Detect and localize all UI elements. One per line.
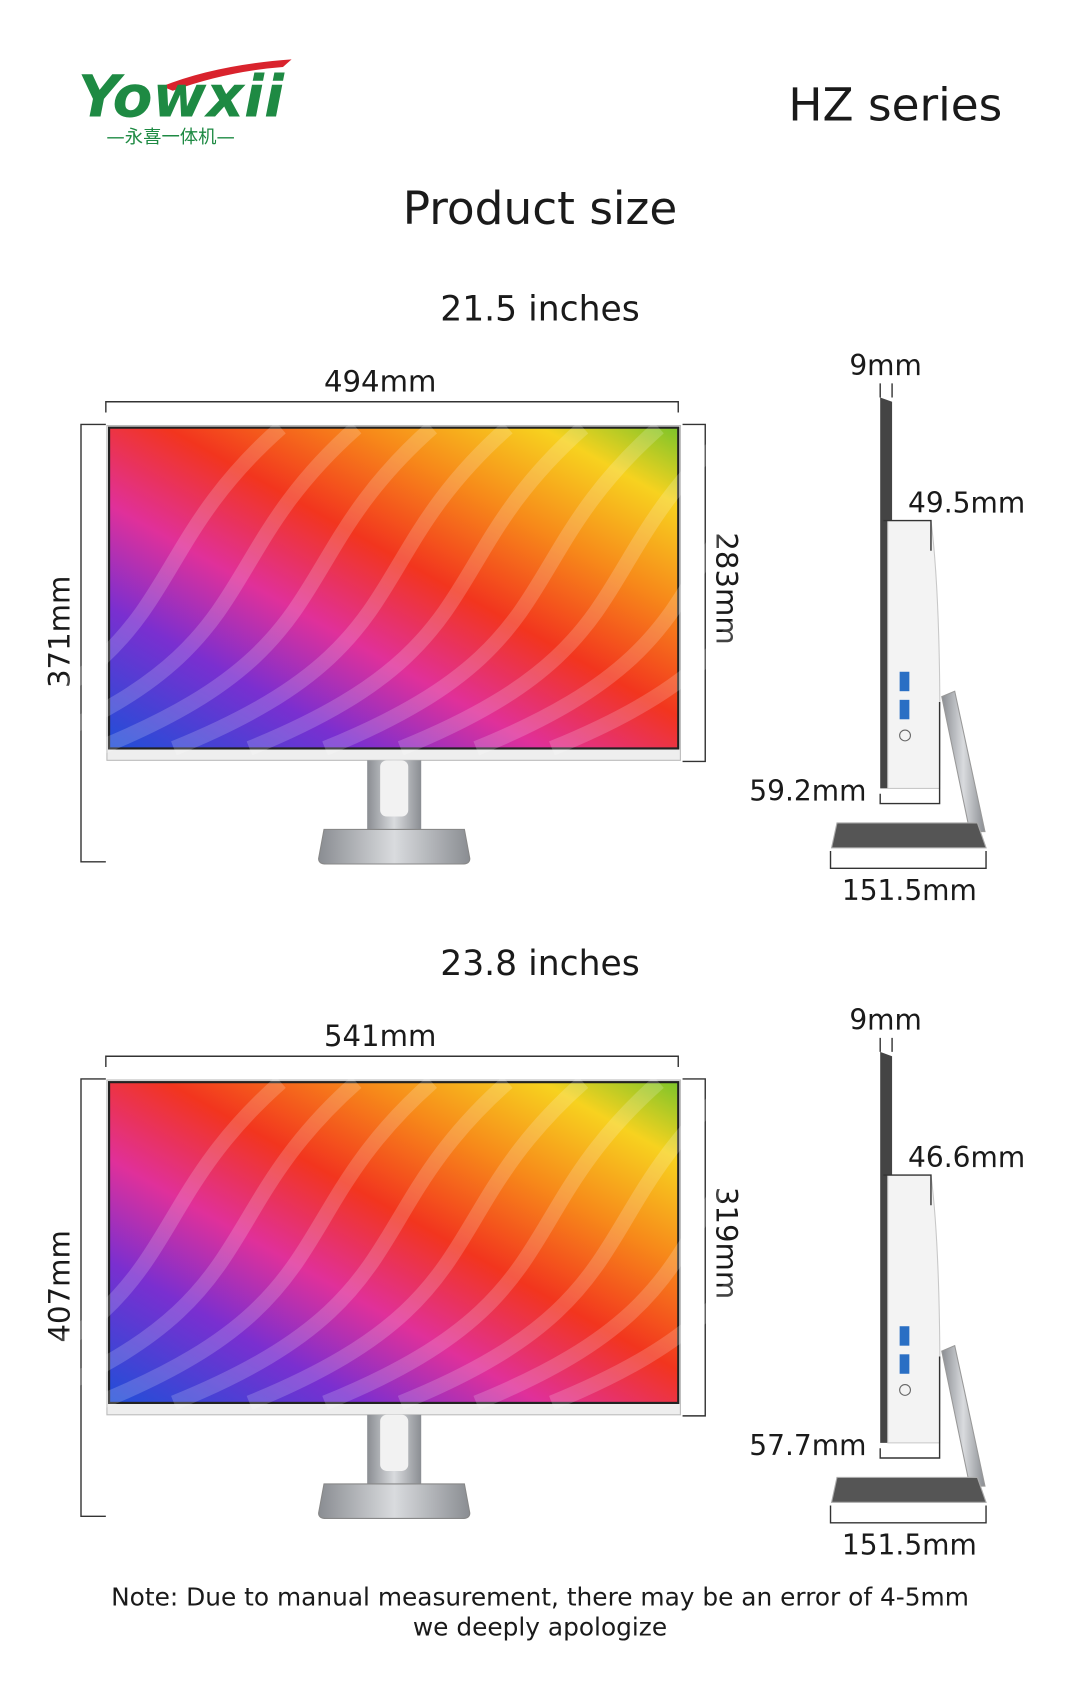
dimension-line — [105, 1055, 679, 1068]
side-housing — [887, 1174, 941, 1444]
thickness-label: 9mm — [849, 349, 922, 382]
monitor-screen — [108, 1081, 680, 1404]
base-depth-label: 151.5mm — [842, 1529, 977, 1562]
stand-slot — [380, 760, 409, 817]
back-depth-label: 46.6mm — [908, 1141, 1025, 1174]
logo-subtitle: —永喜一体机— — [106, 127, 234, 148]
base-depth-label: 151.5mm — [842, 874, 977, 907]
side-stand-arm — [941, 690, 986, 833]
side-housing — [887, 520, 941, 789]
height-label: 371mm — [43, 576, 77, 688]
screen-wave — [325, 428, 659, 749]
dimension-line — [829, 1505, 987, 1524]
screen-wave — [174, 428, 508, 749]
width-label: 494mm — [324, 364, 436, 398]
side-stand-arm — [941, 1344, 986, 1487]
logo-swoosh — [162, 59, 292, 91]
bottom-depth-label: 59.2mm — [749, 775, 866, 808]
screen-wave — [249, 428, 583, 749]
dimension-line — [80, 423, 106, 863]
screen-wave — [174, 1082, 508, 1403]
stand-slot — [380, 1414, 409, 1471]
screen-wave — [401, 428, 735, 749]
dimension-line — [80, 1078, 106, 1518]
screen-wave — [0, 428, 281, 749]
screen-wave — [0, 1082, 281, 1403]
dimension-line — [879, 701, 941, 805]
screen-wave — [98, 1082, 432, 1403]
series-label: HZ series — [788, 78, 1002, 131]
dimension-line — [829, 851, 987, 870]
screen-height-label: 283mm — [710, 532, 744, 644]
size-section: 23.8 inches 541mm 407mm 319mm 9mm 46.6mm 57.7m… — [0, 944, 1025, 1562]
width-label: 541mm — [324, 1019, 436, 1053]
screen-wave — [552, 428, 886, 749]
usb-port — [899, 1326, 910, 1346]
thickness-label: 9mm — [849, 1004, 922, 1037]
dimension-line — [682, 423, 706, 763]
usb-port — [899, 1354, 910, 1374]
screen-wave — [401, 1082, 735, 1403]
screen-wave — [552, 1082, 886, 1403]
usb-port — [899, 671, 910, 692]
dimension-line — [883, 1174, 932, 1206]
stand-base — [318, 828, 471, 865]
stand-base — [318, 1483, 471, 1520]
note-line: Note: Due to manual measurement, there m… — [111, 1582, 969, 1611]
bottom-depth-label: 57.7mm — [749, 1429, 866, 1462]
dimension-line — [879, 1356, 941, 1459]
logo: Yowxii — [78, 63, 285, 131]
dimension-line — [105, 401, 679, 413]
dimension-line — [879, 1037, 893, 1052]
screen-wave — [249, 1082, 583, 1403]
screen-wave — [23, 1082, 357, 1403]
height-label: 407mm — [43, 1230, 77, 1342]
side-base — [830, 822, 987, 849]
section-label: 23.8 inches — [440, 944, 640, 984]
screen-wave — [476, 1082, 810, 1403]
audio-jack — [899, 1384, 911, 1396]
screen-wave — [98, 428, 432, 749]
page-title: Product size — [403, 182, 677, 235]
side-base — [830, 1476, 987, 1503]
screen-height-label: 319mm — [710, 1187, 744, 1299]
usb-port — [899, 699, 910, 720]
screen-wave — [325, 1082, 659, 1403]
dimension-line — [682, 1078, 706, 1417]
dimension-line — [879, 383, 893, 398]
audio-jack — [899, 729, 911, 742]
dimension-line — [883, 519, 932, 551]
back-depth-label: 49.5mm — [908, 486, 1025, 519]
screen-wave — [476, 428, 810, 749]
monitor-screen — [108, 426, 680, 750]
note-line: we deeply apologize — [413, 1613, 667, 1642]
screen-wave — [23, 428, 357, 749]
section-label: 21.5 inches — [440, 290, 640, 330]
